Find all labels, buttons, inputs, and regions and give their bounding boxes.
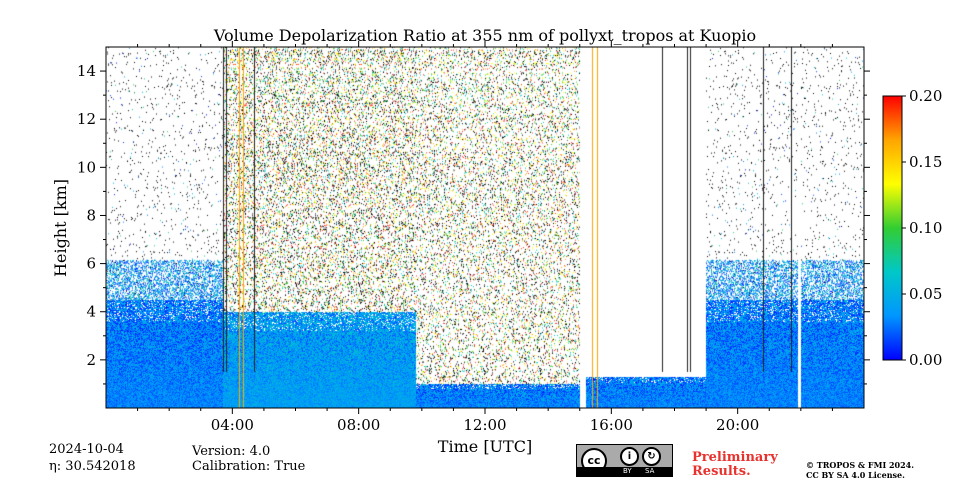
cc-by-label: BY (623, 467, 632, 475)
y-tick-label: 8 (86, 206, 96, 224)
heatmap-layer (106, 47, 864, 408)
x-axis-label: Time [UTC] (438, 437, 532, 456)
x-tick-label: 20:00 (716, 416, 759, 434)
plot-area (105, 46, 865, 409)
y-tick-label: 4 (86, 303, 96, 321)
chart-title: Volume Depolarization Ratio at 355 nm of… (213, 26, 756, 45)
cc-license-badge: cc i ↻ BY SA (576, 444, 673, 477)
person-icon: i (620, 447, 639, 466)
y-tick-label: 2 (86, 351, 96, 369)
colorbar: 0.00 0.05 0.10 0.15 0.20 (882, 87, 942, 369)
colorbar-tick-label: 0.00 (909, 351, 942, 369)
cc-sa-label: SA (645, 467, 655, 475)
colorbar-tick-label: 0.20 (909, 87, 942, 105)
x-tick-label: 16:00 (590, 416, 633, 434)
copyright-line-1: © TROPOS & FMI 2024. (806, 460, 915, 470)
footer-eta: η: 30.542018 (49, 459, 136, 474)
y-tick-label: 14 (77, 62, 96, 80)
y-axis-label: Height [km] (51, 179, 70, 277)
y-tick-label: 12 (77, 110, 96, 128)
x-tick-label: 04:00 (211, 416, 254, 434)
y-tick-label: 10 (77, 158, 96, 176)
colorbar-ticks: 0.00 0.05 0.10 0.15 0.20 (902, 87, 942, 369)
x-tick-label: 08:00 (337, 416, 380, 434)
axes: 04:00 08:00 12:00 16:00 20:00 2 4 6 8 10 12 14 (77, 41, 870, 434)
x-tick-label: 12:00 (463, 416, 506, 434)
footer-date: 2024-10-04 (49, 442, 124, 457)
results-label: Results. (692, 464, 751, 479)
colorbar-tick-label: 0.15 (909, 153, 942, 171)
footer-version: Version: 4.0 (192, 444, 271, 459)
colorbar-tick-label: 0.10 (909, 219, 942, 237)
heatmap-image (106, 47, 864, 408)
y-tick-label: 6 (86, 255, 96, 273)
footer-calibration: Calibration: True (192, 459, 306, 474)
colorbar-tick-label: 0.05 (909, 285, 942, 303)
copyright-line-2: CC BY SA 4.0 License. (806, 470, 905, 480)
cc-badge-bar (577, 467, 672, 476)
share-alike-icon: ↻ (642, 447, 661, 466)
preliminary-label: Preliminary (692, 450, 778, 465)
colorbar-gradient (882, 95, 903, 361)
